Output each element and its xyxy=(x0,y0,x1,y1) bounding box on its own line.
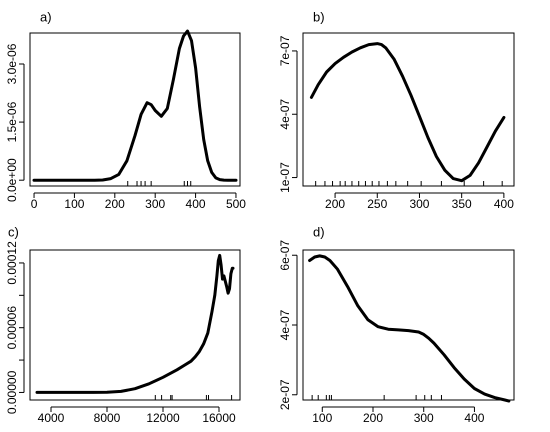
x-tick-label: 200 xyxy=(325,197,345,211)
x-tick-label: 16000 xyxy=(202,411,236,425)
y-tick-label: 3.0e-06 xyxy=(5,43,19,84)
series-line xyxy=(35,253,235,394)
panel-label: d) xyxy=(313,224,325,239)
plot-frame xyxy=(302,249,515,401)
y-tick-label: 2e-07 xyxy=(278,379,292,410)
y-tick-label: 7e-07 xyxy=(278,35,292,66)
y-tick-label: 1.5e-06 xyxy=(5,101,19,142)
x-tick-label: 200 xyxy=(363,411,383,425)
x-tick-label: 300 xyxy=(414,411,434,425)
x-tick-label: 500 xyxy=(226,197,246,211)
panel-b: b) 200 250 300 350 400 1e-07 4e-07 7e-07 xyxy=(278,9,515,211)
y-tick-label: 0.00012 xyxy=(5,241,19,285)
y-tick-label: 4e-07 xyxy=(278,99,292,130)
series-line xyxy=(309,42,506,183)
series-line xyxy=(32,29,238,182)
y-tick-label: 6e-07 xyxy=(278,240,292,271)
panel-label: a) xyxy=(40,9,52,24)
plot-frame xyxy=(302,32,515,187)
x-tick-label: 400 xyxy=(186,197,206,211)
panel-c: c) 4000 8000 12000 16000 0.00000 0.00006 0.0001… xyxy=(5,224,241,425)
x-tick-label: 12000 xyxy=(146,411,180,425)
x-tick-label: 250 xyxy=(367,197,387,211)
x-tick-label: 100 xyxy=(64,197,84,211)
panel-a: a) 0 100 200 300 400 500 0.0e+00 1.5e-06 3.0e-06 xyxy=(5,9,246,211)
y-tick-label: 1e-07 xyxy=(278,162,292,193)
y-tick-label: 0.00000 xyxy=(5,370,19,414)
panel-label: c) xyxy=(8,224,19,239)
x-tick-label: 350 xyxy=(452,197,472,211)
x-tick-label: 100 xyxy=(312,411,332,425)
plot-frame xyxy=(29,32,241,187)
x-tick-label: 400 xyxy=(494,197,514,211)
x-tick-label: 0 xyxy=(31,197,38,211)
x-tick-label: 4000 xyxy=(38,411,65,425)
x-tick-label: 300 xyxy=(409,197,429,211)
panel-d: d) 100 200 300 400 2e-07 4e-07 6e-07 xyxy=(278,224,515,425)
y-tick-label: 4e-07 xyxy=(278,309,292,340)
y-tick-label: 0.0e+00 xyxy=(5,158,19,202)
x-tick-label: 8000 xyxy=(94,411,121,425)
x-tick-label: 200 xyxy=(105,197,125,211)
x-tick-label: 400 xyxy=(464,411,484,425)
x-tick-label: 300 xyxy=(145,197,165,211)
series-line xyxy=(308,254,511,403)
y-tick-label: 0.00006 xyxy=(5,306,19,350)
plot-frame xyxy=(29,249,241,401)
panel-label: b) xyxy=(313,9,325,24)
